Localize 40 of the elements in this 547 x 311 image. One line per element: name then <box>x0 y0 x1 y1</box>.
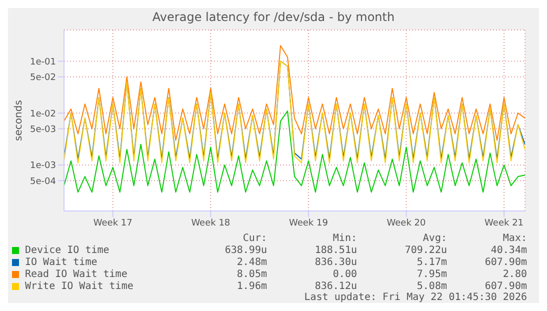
y-tick-label: 1e-03 <box>30 161 56 172</box>
y-tick-label: 1e-01 <box>30 57 56 68</box>
text: 188.51u <box>314 245 357 256</box>
text: Avg: <box>422 233 447 244</box>
chart-title: Average latency for /dev/sda - by month <box>151 9 396 26</box>
text: 0.00 <box>332 269 357 280</box>
text: 638.99u <box>224 245 267 256</box>
y-tick-label: 5e-03 <box>30 124 56 135</box>
x-tick-label: Week 19 <box>288 218 328 228</box>
legend-label: Device IO time <box>24 245 110 256</box>
line-series <box>64 110 525 193</box>
text: 5.17m <box>416 257 447 268</box>
y-tick-label: 1e-02 <box>30 109 56 120</box>
legend-label: Read IO Wait time <box>24 269 128 280</box>
text: 7.95m <box>416 269 447 280</box>
text: 1.96m <box>236 281 267 292</box>
text: 2.48m <box>236 257 267 268</box>
text: 607.90m <box>484 281 527 292</box>
y-tick-label: 5e-02 <box>30 73 56 84</box>
text: 5.08m <box>416 281 447 292</box>
x-tick-label: Week 20 <box>386 218 426 228</box>
y-tick-label: 5e-04 <box>30 176 56 187</box>
text: Cur: <box>242 233 267 244</box>
x-tick-label: Week 21 <box>484 218 524 228</box>
text: 709.22u <box>404 245 447 256</box>
text: Min: <box>332 233 357 244</box>
legend-label: IO Wait time <box>24 257 98 268</box>
text: 2.80 <box>502 269 527 280</box>
text: 836.12u <box>314 281 357 292</box>
legend-label: Write IO Wait time <box>24 281 134 292</box>
text: 40.34m <box>490 245 527 256</box>
text: 8.05m <box>236 269 267 280</box>
y-axis-title: seconds <box>14 100 25 141</box>
line-series <box>64 45 525 141</box>
text: Max: <box>502 233 527 244</box>
text: 836.30u <box>314 257 357 268</box>
x-tick-label: Week 18 <box>191 218 230 228</box>
text: 607.90m <box>484 257 527 268</box>
text: Last update: Fri May 22 01:45:30 2026 <box>303 292 527 303</box>
x-tick-label: Week 17 <box>93 218 132 228</box>
